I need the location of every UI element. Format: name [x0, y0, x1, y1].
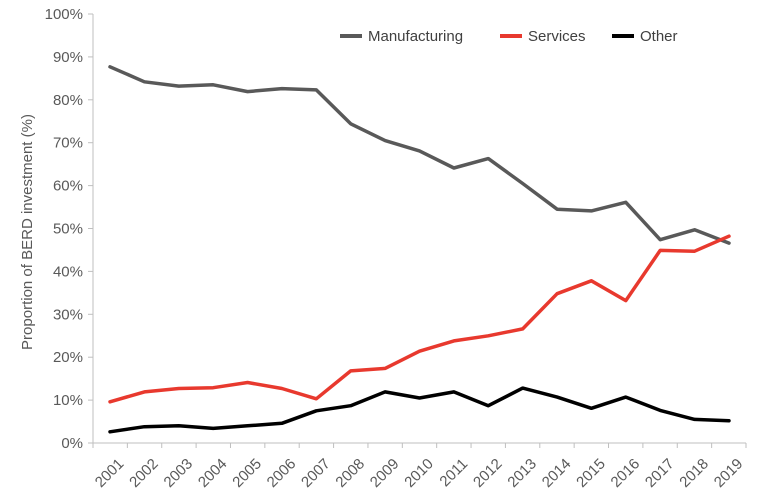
- x-tick-label: 2014: [539, 455, 575, 491]
- y-tick-label: 20%: [53, 349, 83, 366]
- x-tick-label: 2013: [504, 455, 540, 491]
- y-tick-label: 40%: [53, 263, 83, 280]
- x-tick-label: 2001: [92, 455, 128, 491]
- x-tick-label: 2006: [264, 455, 300, 491]
- x-tick-label: 2008: [332, 455, 368, 491]
- y-tick-label: 70%: [53, 135, 83, 152]
- legend-label-other: Other: [640, 28, 678, 45]
- y-tick-label: 100%: [45, 6, 83, 23]
- x-tick-label: 2015: [573, 455, 609, 491]
- y-tick-label: 50%: [53, 221, 83, 238]
- y-tick-label: 60%: [53, 178, 83, 195]
- x-tick-label: 2018: [676, 455, 712, 491]
- plot-lines: [108, 65, 731, 434]
- x-tick-label: 2011: [436, 455, 471, 490]
- x-tick-label: 2005: [229, 455, 265, 491]
- x-tick-label: 2003: [161, 455, 197, 491]
- legend-label-services: Services: [528, 28, 586, 45]
- y-axis: 0% 10% 20% 30% 40% 50% 60% 70% 80% 90% 100%: [45, 6, 94, 452]
- legend: Manufacturing Services Other: [340, 28, 678, 45]
- x-tick-label: 2002: [126, 455, 162, 491]
- x-tick-label: 2010: [401, 455, 437, 491]
- y-tick-label: 30%: [53, 306, 83, 323]
- x-tick-label: 2009: [367, 455, 403, 491]
- y-tick-label: 90%: [53, 49, 83, 66]
- x-axis: 2001200220032004200520062007200820092010…: [92, 442, 747, 491]
- y-tick-label: 80%: [53, 92, 83, 109]
- series-line-manufacturing: [108, 65, 731, 245]
- y-axis-title: Proportion of BERD investment (%): [19, 114, 36, 350]
- y-tick-label: 0%: [61, 435, 83, 452]
- x-tick-label: 2019: [711, 455, 747, 491]
- x-tick-label: 2004: [195, 455, 231, 491]
- x-tick-label: 2016: [608, 455, 644, 491]
- series-line-services: [108, 234, 731, 404]
- x-tick-label: 2007: [298, 455, 334, 491]
- x-tick-label: 2017: [642, 455, 678, 491]
- legend-label-manufacturing: Manufacturing: [368, 28, 463, 45]
- y-tick-label: 10%: [53, 392, 83, 409]
- series-line-other: [108, 386, 731, 434]
- x-tick-label: 2012: [470, 455, 506, 491]
